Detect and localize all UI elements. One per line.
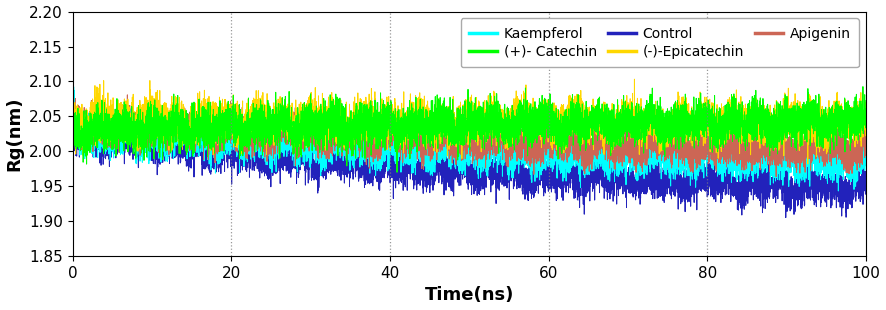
Legend: Kaempferol, (+)- Catechin, Control, (-)-Epicatechin, Apigenin: Kaempferol, (+)- Catechin, Control, (-)-… (461, 19, 859, 67)
X-axis label: Time(ns): Time(ns) (424, 286, 514, 304)
Y-axis label: Rg(nm): Rg(nm) (5, 97, 24, 171)
